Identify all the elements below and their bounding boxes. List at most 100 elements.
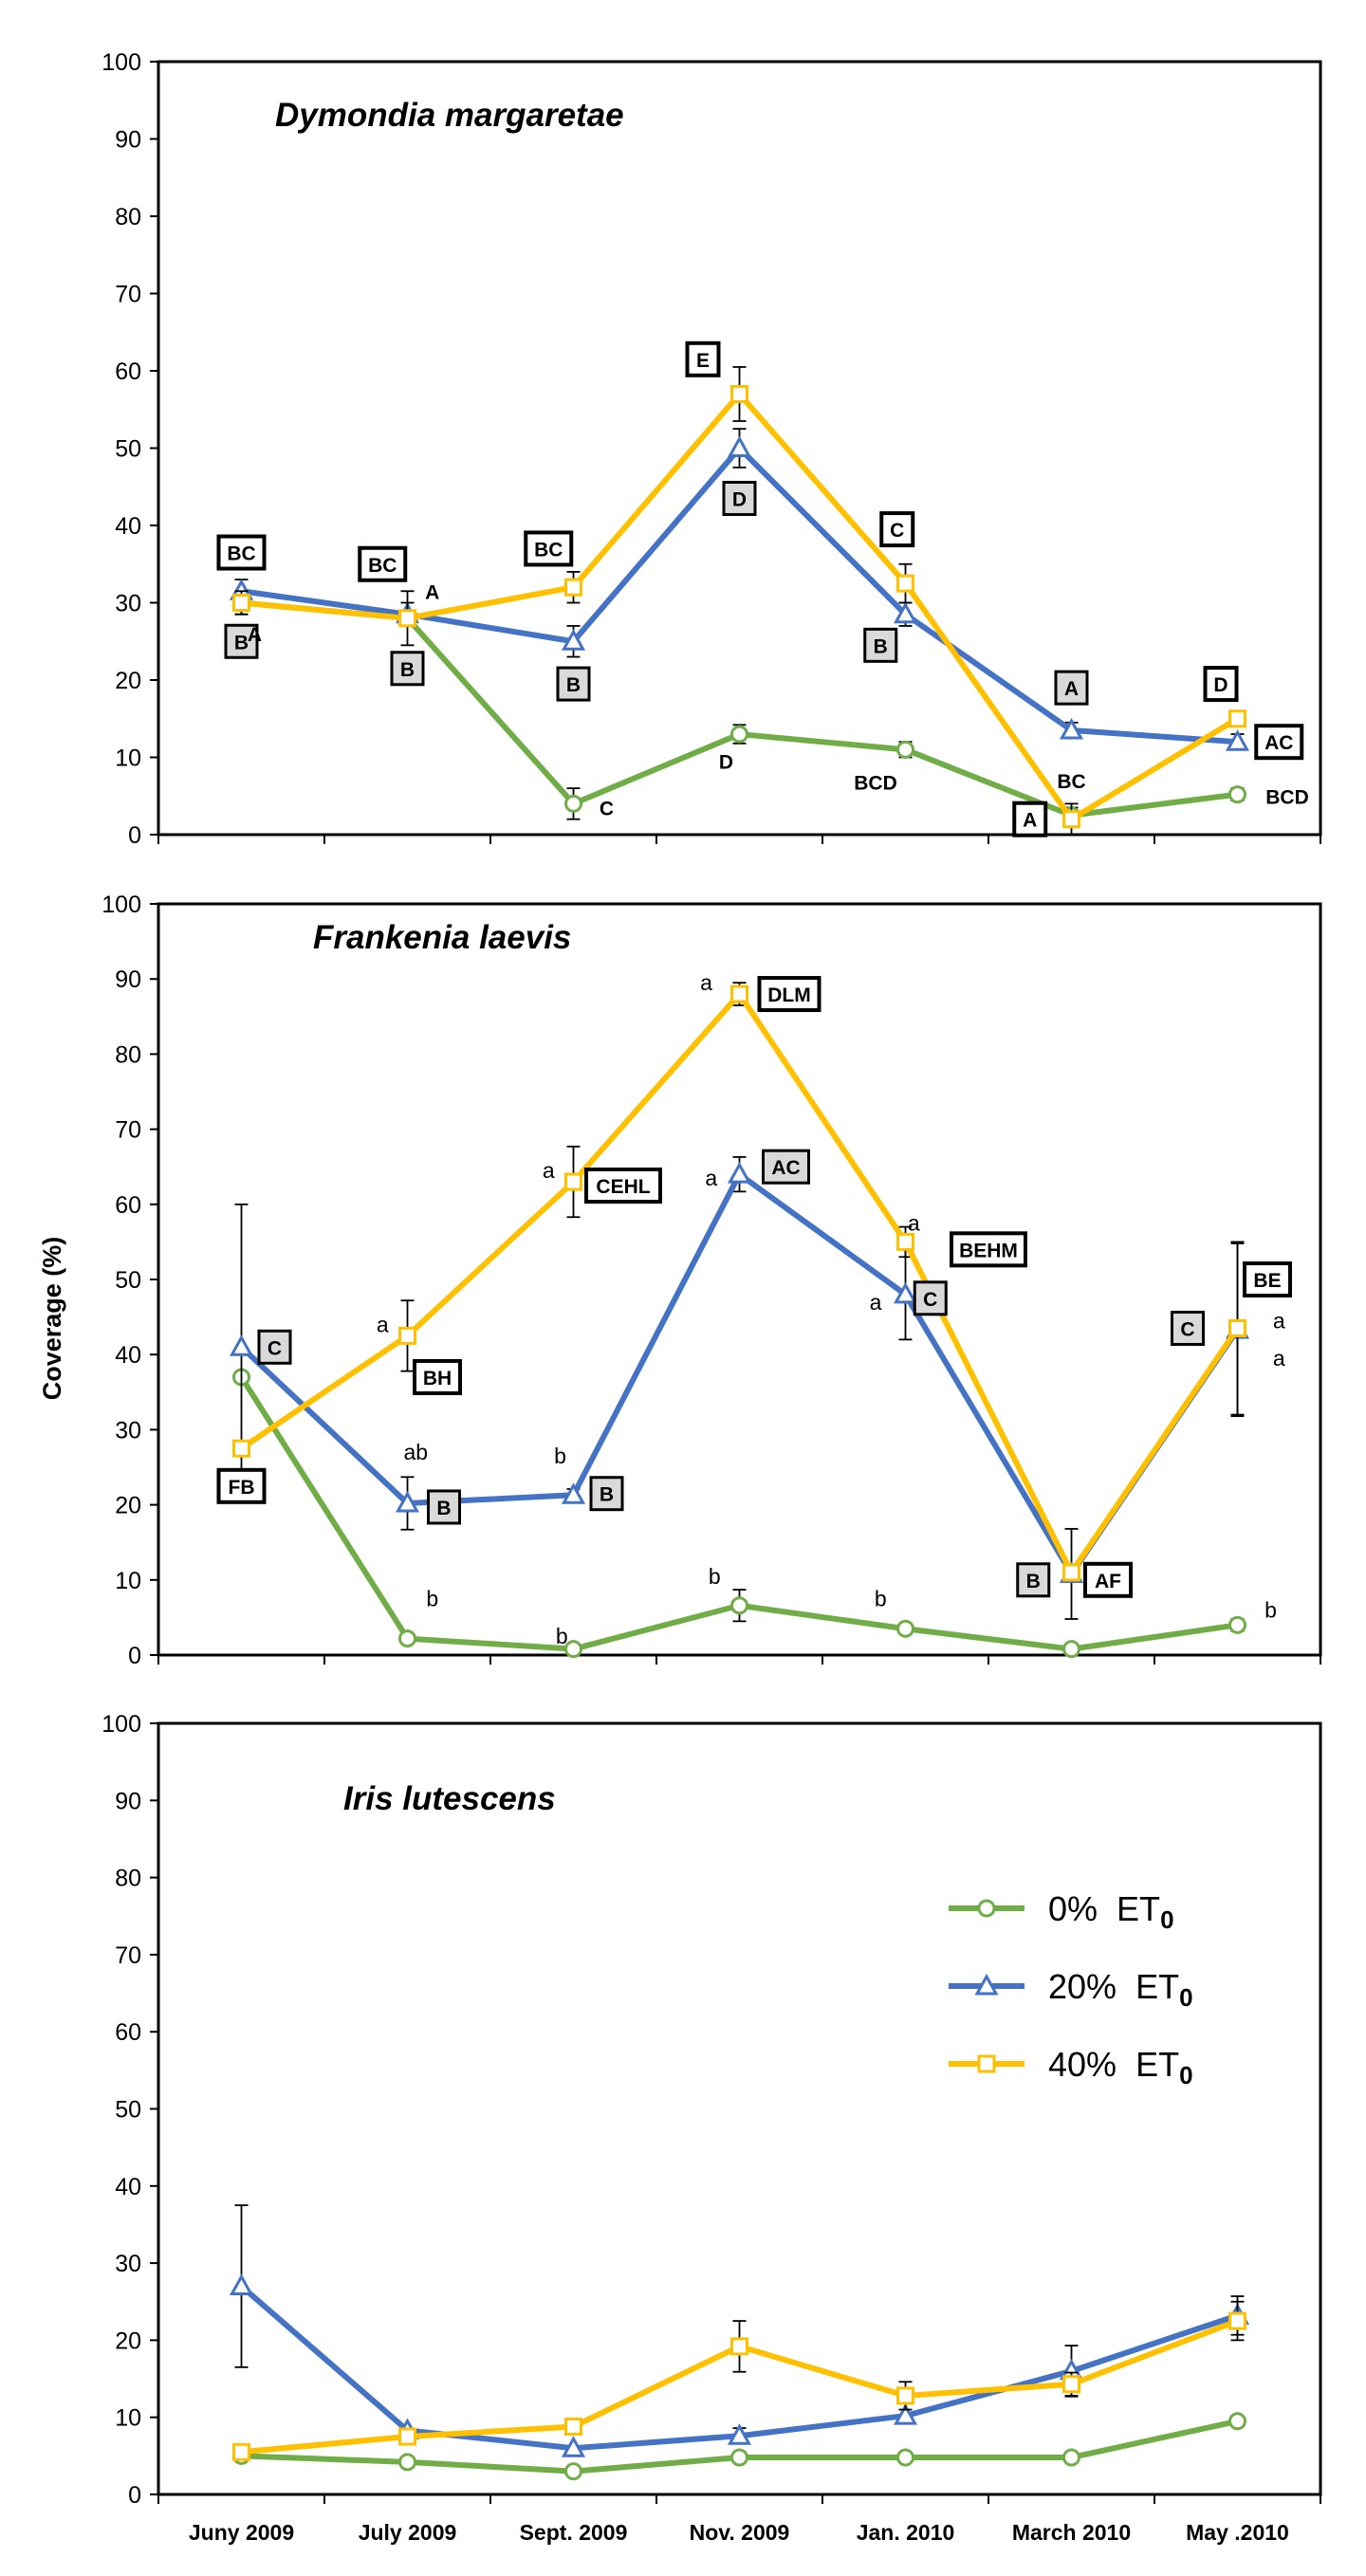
data-point [561,629,586,651]
significance-letter: D [732,488,747,510]
y-tick-label: 100 [102,1711,141,1738]
legend-subscript: 0 [1179,2061,1192,2089]
significance-letter: FB [229,1477,255,1499]
x-tick-label: Nov. 2009 [690,2520,790,2545]
legend-percent: 40% [1048,2045,1135,2084]
letter-box [879,511,915,548]
y-tick-label: 80 [115,1041,141,1068]
letter-box [584,1168,662,1204]
significance-letter: b [556,1624,568,1648]
y-tick-label: 40 [115,513,141,540]
letter-box [358,545,408,582]
chart-panel-1: 0 10 20 30 40 50 60 70 80 90 100 Dymondia margareta… [102,49,1322,849]
data-point [730,1596,748,1615]
significance-letter: ab [403,1440,428,1464]
y-tick-label: 10 [115,745,141,772]
series-square [232,982,1246,1582]
data-point [564,1172,582,1191]
data-point [564,2462,582,2481]
legend-et: ET [1135,2045,1179,2084]
significance-letter: D [1213,674,1228,696]
data-point [398,2453,416,2472]
y-tick-label: 20 [115,1493,141,1519]
significance-letter: C [923,1289,937,1311]
series-square [232,366,1246,836]
data-point [232,1439,250,1458]
series-triangle [229,1156,1250,1620]
data-point [893,601,918,624]
data-point [229,1334,254,1356]
significance-letter: BH [423,1368,452,1389]
letter-box [1243,1261,1292,1297]
significance-letter: D [719,752,733,774]
data-point [730,984,748,1003]
significance-letter: a [1273,1309,1285,1334]
significance-letter: BC [227,543,255,565]
y-tick-label: 90 [115,1788,141,1814]
significance-letter: C [1180,1318,1194,1340]
y-tick-label: 50 [115,2097,141,2124]
data-point [564,578,582,597]
data-point [395,1490,420,1513]
significance-letter: AC [1264,732,1293,754]
legend-subscript: 0 [1160,1905,1173,1934]
significance-letter: AC [771,1157,800,1179]
letter-box [950,1231,1027,1268]
y-tick-label: 80 [115,1866,141,1892]
x-tick-label: July 2009 [359,2520,457,2545]
y-tick-label: 30 [115,1417,141,1444]
data-point [1062,2448,1080,2467]
x-tick-label: March 2010 [1012,2520,1131,2545]
data-point [893,1281,918,1304]
letter-box [1171,1310,1205,1346]
plot-frame [157,902,1322,1657]
data-point [896,1232,914,1251]
y-tick-label: 100 [102,892,141,918]
y-tick-label: 50 [115,1267,141,1294]
data-point [896,2386,914,2405]
significance-letter: C [600,798,614,819]
series-circle [232,1368,1246,1659]
y-tick-label: 70 [115,1117,141,1144]
panel-title: Dymondia margaretae [275,97,624,134]
y-tick-label: 90 [115,127,141,154]
data-point [1228,709,1246,728]
letter-box [589,1476,624,1512]
significance-letter: a [1273,1346,1285,1371]
significance-letter: DLM [767,984,811,1006]
legend-subscript: 0 [1179,1983,1192,2012]
data-point [1062,810,1080,829]
data-point [398,1326,416,1345]
series-circle [232,590,1246,825]
data-point [896,740,914,759]
legend-label: 20% ET0 [1048,1967,1193,2012]
significance-letter: AF [1095,1571,1121,1592]
data-point [896,2448,914,2467]
y-tick-label: 20 [115,668,141,694]
significance-letter: B [400,659,415,681]
significance-letter: A [425,581,439,603]
y-tick-label: 0 [128,2482,141,2509]
data-point [564,2417,582,2436]
y-tick-label: 70 [115,282,141,308]
letter-box [556,666,591,702]
data-point [1228,1615,1246,1634]
letter-box [413,1358,462,1395]
significance-letter: BC [534,539,563,561]
series-line [239,1171,1240,1577]
data-point [1062,2375,1080,2394]
data-point [896,1619,914,1638]
significance-letter: E [696,350,710,372]
data-point [727,2423,752,2445]
significance-letter: B [874,635,888,657]
y-tick-label: 0 [128,1643,141,1669]
x-tick-label: May .2010 [1186,2520,1289,2545]
letter-box [427,1489,461,1525]
significance-letter: BCD [854,773,897,795]
significance-letter: a [705,1166,717,1190]
significance-letter: b [426,1587,438,1611]
legend-et: ET [1117,1889,1160,1928]
y-tick-label: 40 [115,1342,141,1369]
significance-letter: a [700,970,712,995]
data-point [561,2436,586,2457]
